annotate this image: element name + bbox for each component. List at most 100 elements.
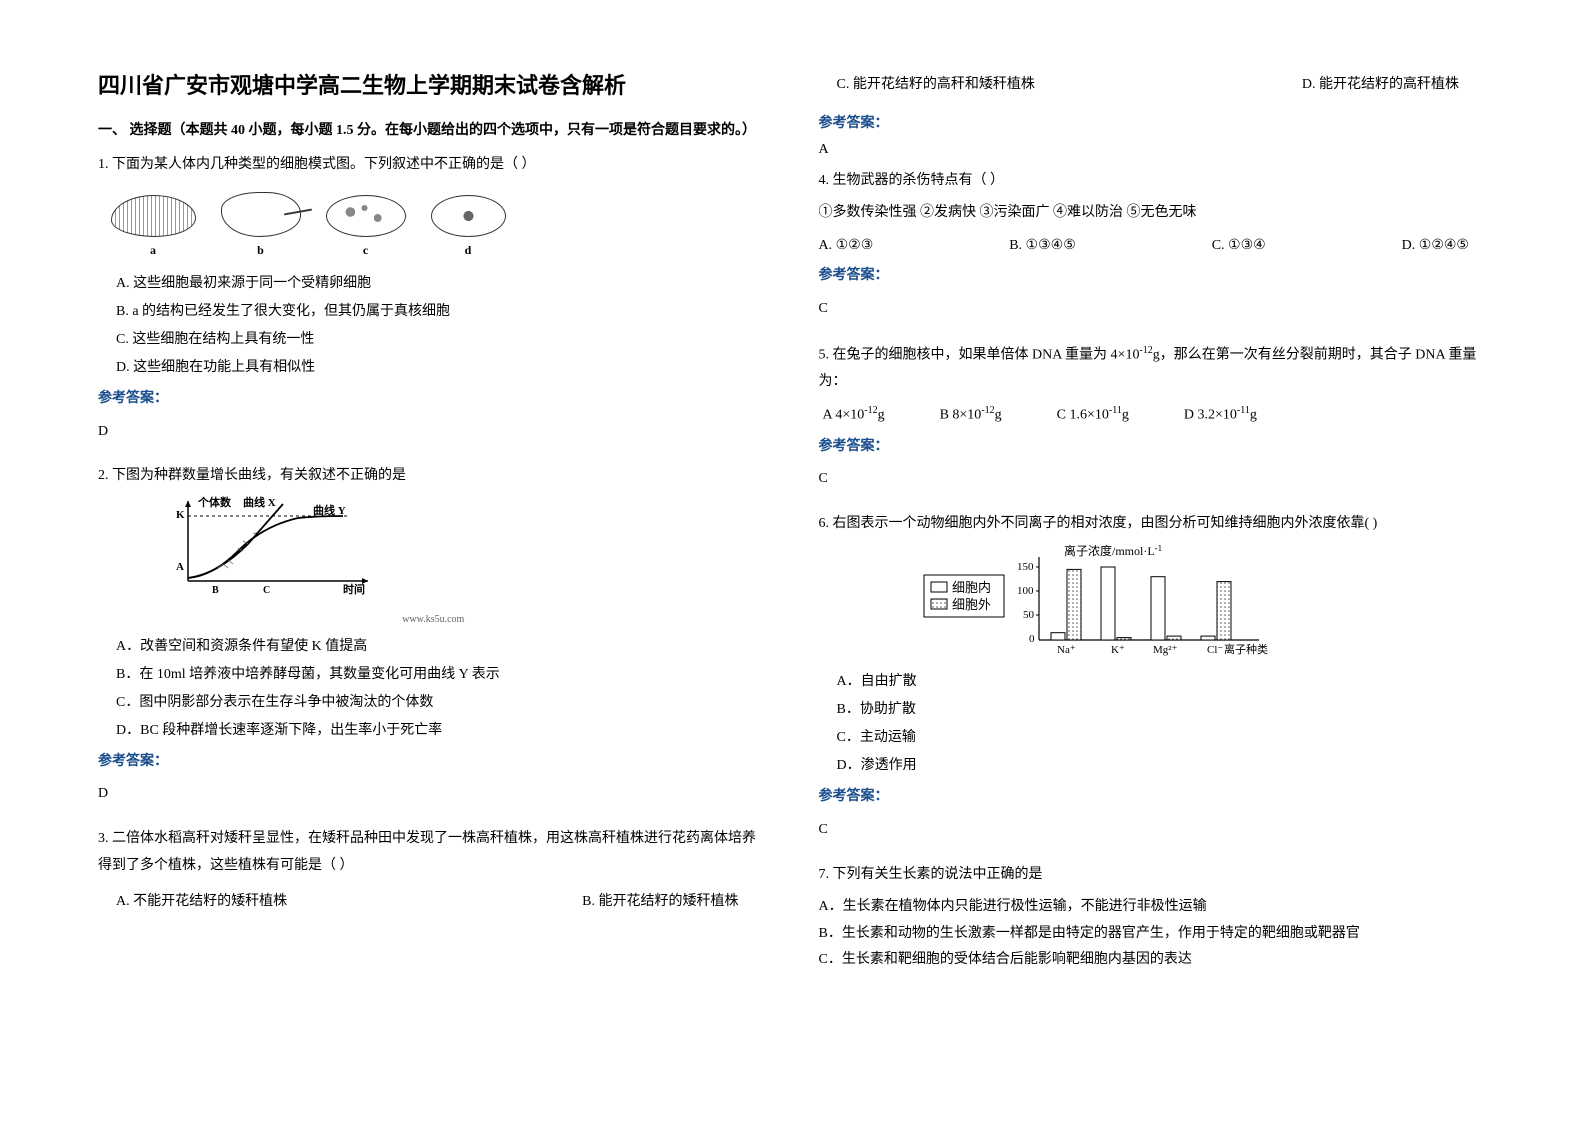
q1-optD: D. 这些细胞在功能上具有相似性	[116, 354, 769, 382]
left-column: 四川省广安市观塘中学高二生物上学期期末试卷含解析 一、 选择题（本题共 40 小…	[98, 68, 769, 1054]
question-4: 4. 生物武器的杀伤特点有（ ） ①多数传染性强 ②发病快 ③污染面广 ④难以防…	[819, 168, 1490, 333]
q6-optD: D．渗透作用	[837, 752, 1490, 780]
q5-stem: 5. 在兔子的细胞核中，如果单倍体 DNA 重量为 4×10-12g，那么在第一…	[819, 341, 1490, 396]
q5-answer-label: 参考答案：	[819, 434, 1490, 461]
q1-figure: a b c d	[98, 187, 518, 262]
q2-optB: B．在 10ml 培养液中培养酵母菌，其数量变化可用曲线 Y 表示	[116, 661, 769, 689]
q1-answer-label: 参考答案：	[98, 386, 769, 413]
cell-a: a	[111, 195, 196, 262]
q2-optA: A．改善空间和资源条件有望使 K 值提高	[116, 633, 769, 661]
xtick-mg: Mg²⁺	[1153, 644, 1178, 656]
q3-options-row1: A. 不能开花结籽的矮秆植株 B. 能开花结籽的矮秆植株	[98, 885, 769, 919]
q4-optA: A. ①②③	[819, 233, 874, 260]
cell-d-label: d	[465, 239, 472, 262]
chart-xlabel: 时间	[343, 582, 365, 596]
q6-optA: A．自由扩散	[837, 668, 1490, 696]
q2-optD: D．BC 段种群增长速率逐渐下降，出生率小于死亡率	[116, 717, 769, 745]
chart-B: B	[212, 585, 219, 596]
q5-options: A 4×10-12g B 8×10-12g C 1.6×10-11g D 3.2…	[819, 401, 1490, 429]
q1-optC: C. 这些细胞在结构上具有统一性	[116, 326, 769, 354]
q4-answer: C	[819, 296, 1490, 323]
q3-options-row2: C. 能开花结籽的高秆和矮秆植株 D. 能开花结籽的高秆植株	[819, 68, 1490, 102]
q5-optD: D 3.2×10-11g	[1184, 401, 1257, 429]
cell-c-shape	[326, 195, 406, 237]
q7-optC: C．生长素和靶细胞的受体结合后能影响靶细胞内基因的表达	[819, 947, 1490, 974]
q3-answer: A	[819, 142, 1490, 158]
q4-answer-label: 参考答案：	[819, 263, 1490, 290]
q3-optD: D. 能开花结籽的高秆植株	[1302, 68, 1459, 102]
cell-b: b	[221, 192, 301, 262]
q7-optA: A．生长素在植物体内只能进行极性运输，不能进行非极性运输	[819, 894, 1490, 921]
chart-K: K	[176, 509, 185, 521]
q2-stem: 2. 下图为种群数量增长曲线，有关叙述不正确的是	[98, 463, 769, 490]
xtick-cl: Cl⁻	[1207, 644, 1223, 656]
doc-title: 四川省广安市观塘中学高二生物上学期期末试卷含解析	[98, 68, 769, 100]
q1-optB: B. a 的结构已经发生了很大变化，但其仍属于真核细胞	[116, 298, 769, 326]
q4-options: A. ①②③ B. ①③④⑤ C. ①③④ D. ①②④⑤	[819, 233, 1490, 260]
cell-a-label: a	[150, 239, 156, 262]
chart-curvex: 曲线 X	[243, 496, 276, 509]
q4-stem: 4. 生物武器的杀伤特点有（ ）	[819, 168, 1490, 195]
q1-stem: 1. 下面为某人体内几种类型的细胞模式图。下列叙述中不正确的是（ ）	[98, 152, 769, 179]
ion-chart-svg: 细胞内 细胞外 离子浓度/mmol·L-1 150 100	[919, 545, 1269, 660]
q7-stem: 7. 下列有关生长素的说法中正确的是	[819, 862, 1490, 889]
q4-items: ①多数传染性强 ②发病快 ③污染面广 ④难以防治 ⑤无色无味	[819, 200, 1490, 227]
q3-optC: C. 能开花结籽的高秆和矮秆植株	[819, 68, 1035, 102]
q6-answer-label: 参考答案：	[819, 784, 1490, 811]
cell-c: c	[326, 195, 406, 262]
question-3: 3. 二倍体水稻高秆对矮秆呈显性，在矮秆品种田中发现了一株高秆植株，用这株高秆植…	[98, 826, 769, 919]
q5-optA: A 4×10-12g	[823, 401, 885, 429]
question-6: 6. 右图表示一个动物细胞内外不同离子的相对浓度，由图分析可知维持细胞内外浓度依…	[819, 511, 1490, 854]
question-1: 1. 下面为某人体内几种类型的细胞模式图。下列叙述中不正确的是（ ） a b c…	[98, 152, 769, 455]
q5-stem-p1: 5. 在兔子的细胞核中，如果单倍体 DNA 重量为 4×10	[819, 347, 1140, 362]
chart-curvey: 曲线 Y	[313, 503, 346, 517]
ytick-0: 0	[1029, 633, 1035, 645]
q5-optC: C 1.6×10-11g	[1057, 401, 1129, 429]
q2-answer-label: 参考答案：	[98, 749, 769, 776]
cell-c-label: c	[363, 239, 368, 262]
q2-answer: D	[98, 781, 769, 808]
q6-optC: C．主动运输	[837, 724, 1490, 752]
cell-d: d	[431, 195, 506, 262]
q2-optC: C．图中阴影部分表示在生存斗争中被淘汰的个体数	[116, 689, 769, 717]
q1-optA: A. 这些细胞最初来源于同一个受精卵细胞	[116, 270, 769, 298]
q6-options: A．自由扩散 B．协助扩散 C．主动运输 D．渗透作用	[819, 668, 1490, 780]
ytick-150: 150	[1017, 561, 1034, 573]
q2-options: A．改善空间和资源条件有望使 K 值提高 B．在 10ml 培养液中培养酵母菌，…	[98, 633, 769, 745]
growth-curve-svg: 个体数 曲线 X 曲线 Y 时间 K A B C	[168, 496, 388, 596]
xtick-k: K⁺	[1111, 644, 1125, 656]
q3-optA: A. 不能开花结籽的矮秆植株	[98, 885, 287, 919]
q5-optB: B 8×10-12g	[940, 401, 1002, 429]
q3-answer-label: 参考答案：	[819, 112, 1490, 132]
q4-optD: D. ①②④⑤	[1402, 233, 1469, 260]
chart-C: C	[263, 585, 270, 596]
cell-b-label: b	[257, 239, 264, 262]
section-header: 一、 选择题（本题共 40 小题，每小题 1.5 分。在每小题给出的四个选项中，…	[98, 120, 769, 142]
question-5: 5. 在兔子的细胞核中，如果单倍体 DNA 重量为 4×10-12g，那么在第一…	[819, 341, 1490, 503]
cell-d-shape	[431, 195, 506, 237]
question-2: 2. 下图为种群数量增长曲线，有关叙述不正确的是 个体数 曲线 X 曲线 Y 时…	[98, 463, 769, 818]
q3-stem: 3. 二倍体水稻高秆对矮秆呈显性，在矮秆品种田中发现了一株高秆植株，用这株高秆植…	[98, 826, 769, 879]
q4-optB: B. ①③④⑤	[1009, 233, 1076, 260]
cell-b-shape	[221, 192, 301, 237]
q4-optC: C. ①③④	[1212, 233, 1266, 260]
ytick-50: 50	[1023, 609, 1035, 621]
chart-A: A	[176, 561, 184, 573]
q6-chart: 细胞内 细胞外 离子浓度/mmol·L-1 150 100	[919, 545, 1269, 660]
ytick-100: 100	[1017, 585, 1034, 597]
chart-xlabel: 离子种类	[1224, 642, 1268, 656]
legend-in: 细胞内	[952, 580, 991, 595]
xtick-na: Na⁺	[1057, 644, 1076, 656]
q2-chart-url: www.ks5u.com	[98, 610, 769, 629]
q6-answer: C	[819, 817, 1490, 844]
cell-a-shape	[111, 195, 196, 237]
right-column: C. 能开花结籽的高秆和矮秆植株 D. 能开花结籽的高秆植株 参考答案： A 4…	[819, 68, 1490, 1054]
q3-optB: B. 能开花结籽的矮秆植株	[582, 885, 738, 919]
q5-answer: C	[819, 466, 1490, 493]
q1-answer: D	[98, 419, 769, 446]
q2-chart: 个体数 曲线 X 曲线 Y 时间 K A B C	[168, 496, 448, 606]
q7-optB: B．生长素和动物的生长激素一样都是由特定的器官产生，作用于特定的靶细胞或靶器官	[819, 921, 1490, 948]
question-7: 7. 下列有关生长素的说法中正确的是 A．生长素在植物体内只能进行极性运输，不能…	[819, 862, 1490, 974]
q6-optB: B．协助扩散	[837, 696, 1490, 724]
q1-options: A. 这些细胞最初来源于同一个受精卵细胞 B. a 的结构已经发生了很大变化，但…	[98, 270, 769, 382]
